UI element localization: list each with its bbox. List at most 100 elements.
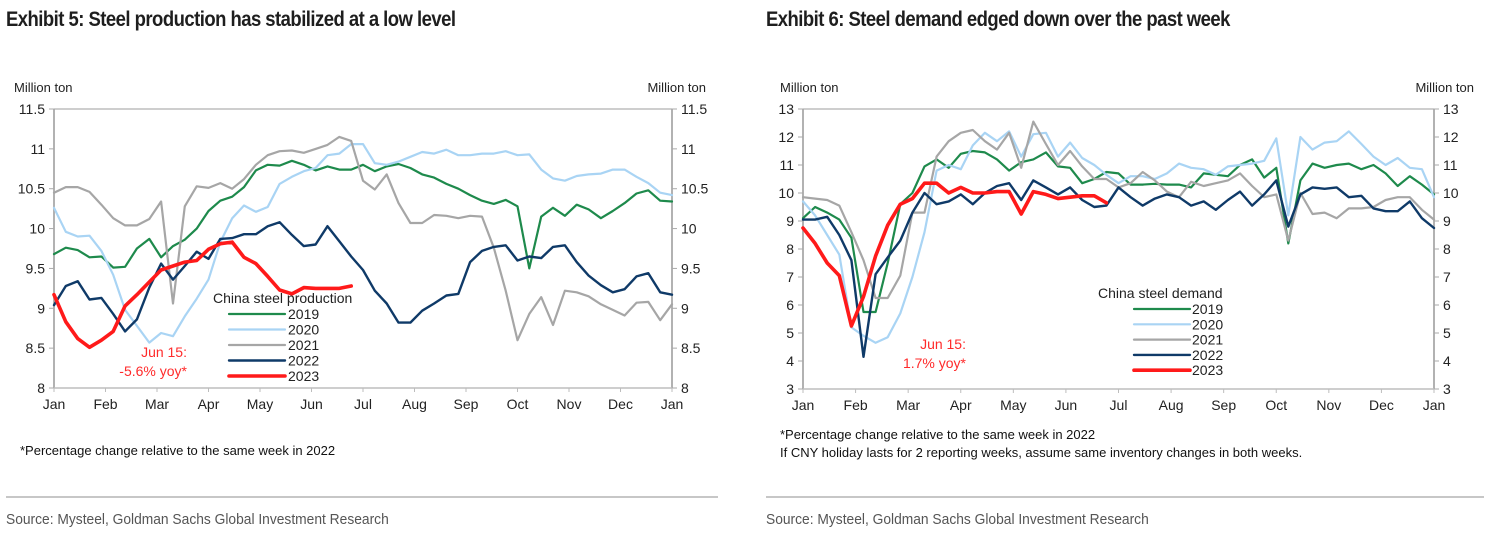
- y-axis-label-right: Million ton: [1415, 80, 1474, 95]
- y-tick-label-left: 8: [786, 241, 794, 257]
- y-tick-label-left: 10: [29, 221, 45, 237]
- x-tick-label: Jul: [1110, 397, 1128, 413]
- y-tick-label-right: 10: [681, 221, 697, 237]
- y-tick-label-left: 11: [30, 141, 45, 157]
- x-tick-label: Mar: [896, 397, 920, 413]
- y-tick-label-right: 12: [1443, 129, 1459, 145]
- y-tick-label-right: 10: [1443, 185, 1459, 201]
- exhibit-title: Exhibit 5: Steel production has stabiliz…: [6, 8, 456, 31]
- source-note: Source: Mysteel, Goldman Sachs Global In…: [6, 511, 389, 528]
- legend-label-2020: 2020: [1192, 316, 1223, 332]
- y-tick-label-left: 9: [786, 213, 794, 229]
- y-tick-label-left: 10.5: [18, 181, 45, 197]
- y-tick-label-right: 9: [681, 300, 689, 316]
- x-tick-label: Aug: [402, 396, 427, 412]
- x-tick-label: Dec: [1369, 397, 1394, 413]
- series-line-2019: [52, 159, 674, 270]
- y-tick-label-right: 4: [1443, 353, 1451, 369]
- y-tick-label-right: 8: [1443, 241, 1451, 257]
- y-tick-label-right: 6: [1443, 297, 1451, 313]
- series-line-2022: [52, 220, 674, 333]
- x-tick-label: Sep: [1211, 397, 1236, 413]
- x-tick-label: Oct: [507, 396, 529, 412]
- x-tick-label: Apr: [198, 396, 220, 412]
- y-tick-label-right: 11: [1443, 157, 1458, 173]
- x-tick-label: Nov: [557, 396, 582, 412]
- legend-label-2021: 2021: [288, 337, 319, 353]
- x-tick-label: Jan: [792, 397, 815, 413]
- x-tick-label: Feb: [844, 397, 868, 413]
- footnote: If CNY holiday lasts for 2 reporting wee…: [780, 445, 1303, 460]
- legend-label-2021: 2021: [1192, 332, 1223, 348]
- y-axis-label-right: Million ton: [647, 80, 706, 95]
- legend-label-2019: 2019: [288, 306, 319, 322]
- y-tick-label-right: 9: [1443, 213, 1451, 229]
- y-tick-label-right: 9.5: [681, 260, 701, 276]
- x-tick-label: Jan: [661, 396, 684, 412]
- x-tick-label: Apr: [950, 397, 972, 413]
- legend-label-2023: 2023: [1192, 362, 1223, 378]
- legend-title: China steel demand: [1098, 285, 1223, 301]
- y-tick-label-right: 5: [1443, 325, 1451, 341]
- x-tick-label: Feb: [93, 396, 117, 412]
- x-tick-label: Jun: [1055, 397, 1078, 413]
- y-tick-label-right: 11: [681, 141, 696, 157]
- legend-label-2019: 2019: [1192, 301, 1223, 317]
- x-tick-label: Dec: [608, 396, 633, 412]
- y-tick-label-left: 7: [786, 269, 794, 285]
- annotation-text: Jun 15:: [920, 336, 966, 352]
- y-tick-label-right: 11.5: [681, 101, 707, 117]
- y-axis-label-left: Million ton: [14, 80, 73, 95]
- x-tick-label: Jul: [354, 396, 372, 412]
- exhibit-title: Exhibit 6: Steel demand edged down over …: [766, 8, 1230, 31]
- x-tick-label: May: [1000, 397, 1026, 413]
- legend-label-2022: 2022: [1192, 347, 1223, 363]
- annotation-text: -5.6% yoy*: [119, 363, 187, 379]
- footnote: *Percentage change relative to the same …: [780, 427, 1096, 442]
- y-tick-label-left: 8: [37, 380, 45, 396]
- legend-label-2020: 2020: [288, 322, 319, 338]
- y-tick-label-left: 6: [786, 297, 794, 313]
- footnote: *Percentage change relative to the same …: [20, 443, 336, 458]
- demand-chart: Million ton Million ton 3 3 4 4 5 5 6 6 7 7 8 8 9 9 10 10…: [778, 80, 1474, 413]
- divider: [766, 496, 1484, 498]
- legend-title: China steel production: [213, 290, 352, 306]
- exhibit-5: Exhibit 5: Steel production has stabiliz…: [0, 0, 720, 538]
- series-line-2023: [801, 181, 1109, 328]
- x-tick-label: Jun: [300, 396, 323, 412]
- x-tick-label: Oct: [1265, 397, 1287, 413]
- source-note: Source: Mysteel, Goldman Sachs Global In…: [766, 511, 1149, 528]
- annotation-text: 1.7% yoy*: [903, 355, 967, 371]
- series-line-2019: [801, 149, 1436, 314]
- series-line-2021: [52, 135, 674, 342]
- exhibit-6: Exhibit 6: Steel demand edged down over …: [760, 0, 1491, 538]
- x-tick-label: Mar: [145, 396, 169, 412]
- production-chart: Million ton Million ton 8 8 8.5 8.5 9 9 9.5 9.5 10…: [14, 80, 708, 412]
- x-tick-label: Jan: [43, 396, 66, 412]
- y-tick-label-right: 10.5: [681, 181, 708, 197]
- series-line-2022: [801, 179, 1436, 358]
- series-line-2023: [52, 240, 354, 350]
- x-tick-label: Aug: [1159, 397, 1184, 413]
- y-tick-label-left: 12: [778, 129, 794, 145]
- y-tick-label-right: 13: [1443, 101, 1459, 117]
- legend-label-2022: 2022: [288, 353, 319, 369]
- legend-label-2023: 2023: [288, 368, 319, 384]
- y-tick-label-left: 3: [786, 381, 794, 397]
- divider: [6, 496, 718, 498]
- annotation-text: Jun 15:: [141, 344, 187, 360]
- y-tick-label-left: 9.5: [26, 260, 46, 276]
- y-tick-label-left: 8.5: [26, 340, 46, 356]
- series-line-2020: [801, 130, 1436, 344]
- y-tick-label-right: 8: [681, 380, 689, 396]
- y-tick-label-left: 11: [779, 157, 794, 173]
- y-tick-label-left: 4: [786, 353, 794, 369]
- y-tick-label-left: 10: [778, 185, 794, 201]
- x-tick-label: Jan: [1423, 397, 1446, 413]
- x-tick-label: Sep: [454, 396, 479, 412]
- y-axis-label-left: Million ton: [780, 80, 839, 95]
- y-tick-label-right: 8.5: [681, 340, 701, 356]
- y-tick-label-right: 3: [1443, 381, 1451, 397]
- y-tick-label-left: 11.5: [19, 101, 45, 117]
- y-tick-label-right: 7: [1443, 269, 1451, 285]
